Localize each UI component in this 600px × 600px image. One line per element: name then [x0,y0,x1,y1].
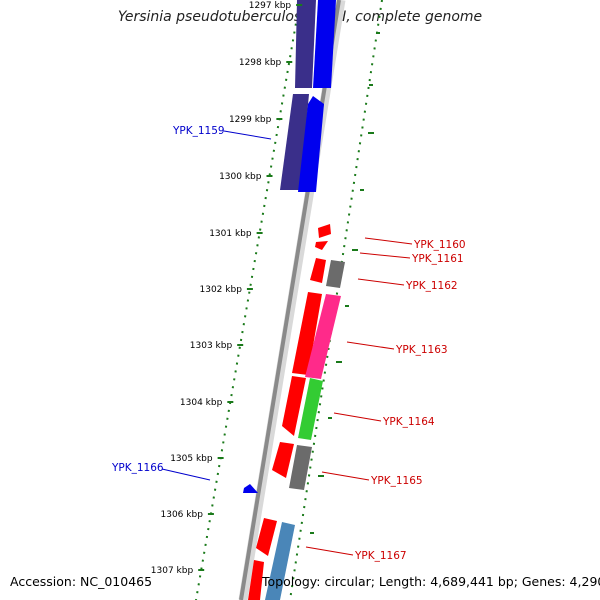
scale-tick-label: 1301 kbp [209,229,252,239]
steel-feature[interactable] [265,522,295,600]
cds-reverse[interactable] [313,0,336,88]
scale-tick-label: 1302 kbp [200,285,243,295]
cds-reverse[interactable] [298,96,324,192]
scale-tick-label: 1298 kbp [239,58,282,68]
gene-label-ypk-1161[interactable]: YPK_1161 [411,253,464,265]
gene-label-ypk-1167[interactable]: YPK_1167 [354,550,407,562]
rna-feature[interactable] [295,0,316,88]
accession-text: Accession: NC_010465 [10,574,153,589]
scale-tick-label: 1299 kbp [229,115,272,125]
cds-forward[interactable] [315,241,328,250]
cds-forward[interactable] [272,442,294,478]
gene-label-ypk-1163[interactable]: YPK_1163 [395,344,448,356]
gene-label-ypk-1166[interactable]: YPK_1166 [111,462,164,474]
scale-tick-label: 1304 kbp [180,398,223,408]
gray-feature[interactable] [289,445,312,490]
outer-ticks [310,32,380,534]
scale-ticks: 1297 kbp 1298 kbp 1299 kbp 1300 kbp 1301 kbp… [151,1,303,576]
gene-labels: YPK_1159 YPK_1160 YPK_1161 YPK_1162 YPK_… [111,125,466,562]
gene-label-ypk-1162[interactable]: YPK_1162 [405,280,458,292]
scale-tick-label: 1307 kbp [151,566,194,576]
cds-forward[interactable] [282,376,306,436]
scale-tick-label: 1297 kbp [249,1,292,11]
outer-dotted-arc [289,0,383,600]
gene-label-ypk-1160[interactable]: YPK_1160 [413,239,466,251]
scale-tick-label: 1300 kbp [219,172,262,182]
label-leaders [161,130,413,556]
green-feature[interactable] [298,378,323,440]
scale-tick-label: 1306 kbp [161,510,204,520]
inner-dotted-arc [195,0,301,600]
scale-tick-label: 1305 kbp [170,454,213,464]
cds-forward[interactable] [310,258,326,283]
gene-label-ypk-1165[interactable]: YPK_1165 [370,475,423,487]
gene-label-ypk-1159[interactable]: YPK_1159 [172,125,225,137]
forward-strand-features [248,224,345,600]
scale-tick-label: 1303 kbp [190,341,233,351]
cds-reverse-small[interactable] [243,484,258,493]
genome-backbone [239,0,341,600]
reverse-strand-features [243,0,336,493]
cds-forward[interactable] [318,224,331,238]
cds-forward[interactable] [248,560,264,600]
gene-label-ypk-1164[interactable]: YPK_1164 [382,416,435,428]
magenta-feature[interactable] [305,294,341,379]
gray-feature[interactable] [326,260,345,288]
cds-forward[interactable] [256,518,277,556]
topology-summary: Topology: circular; Length: 4,689,441 bp… [262,574,600,589]
cds-forward[interactable] [292,292,322,375]
